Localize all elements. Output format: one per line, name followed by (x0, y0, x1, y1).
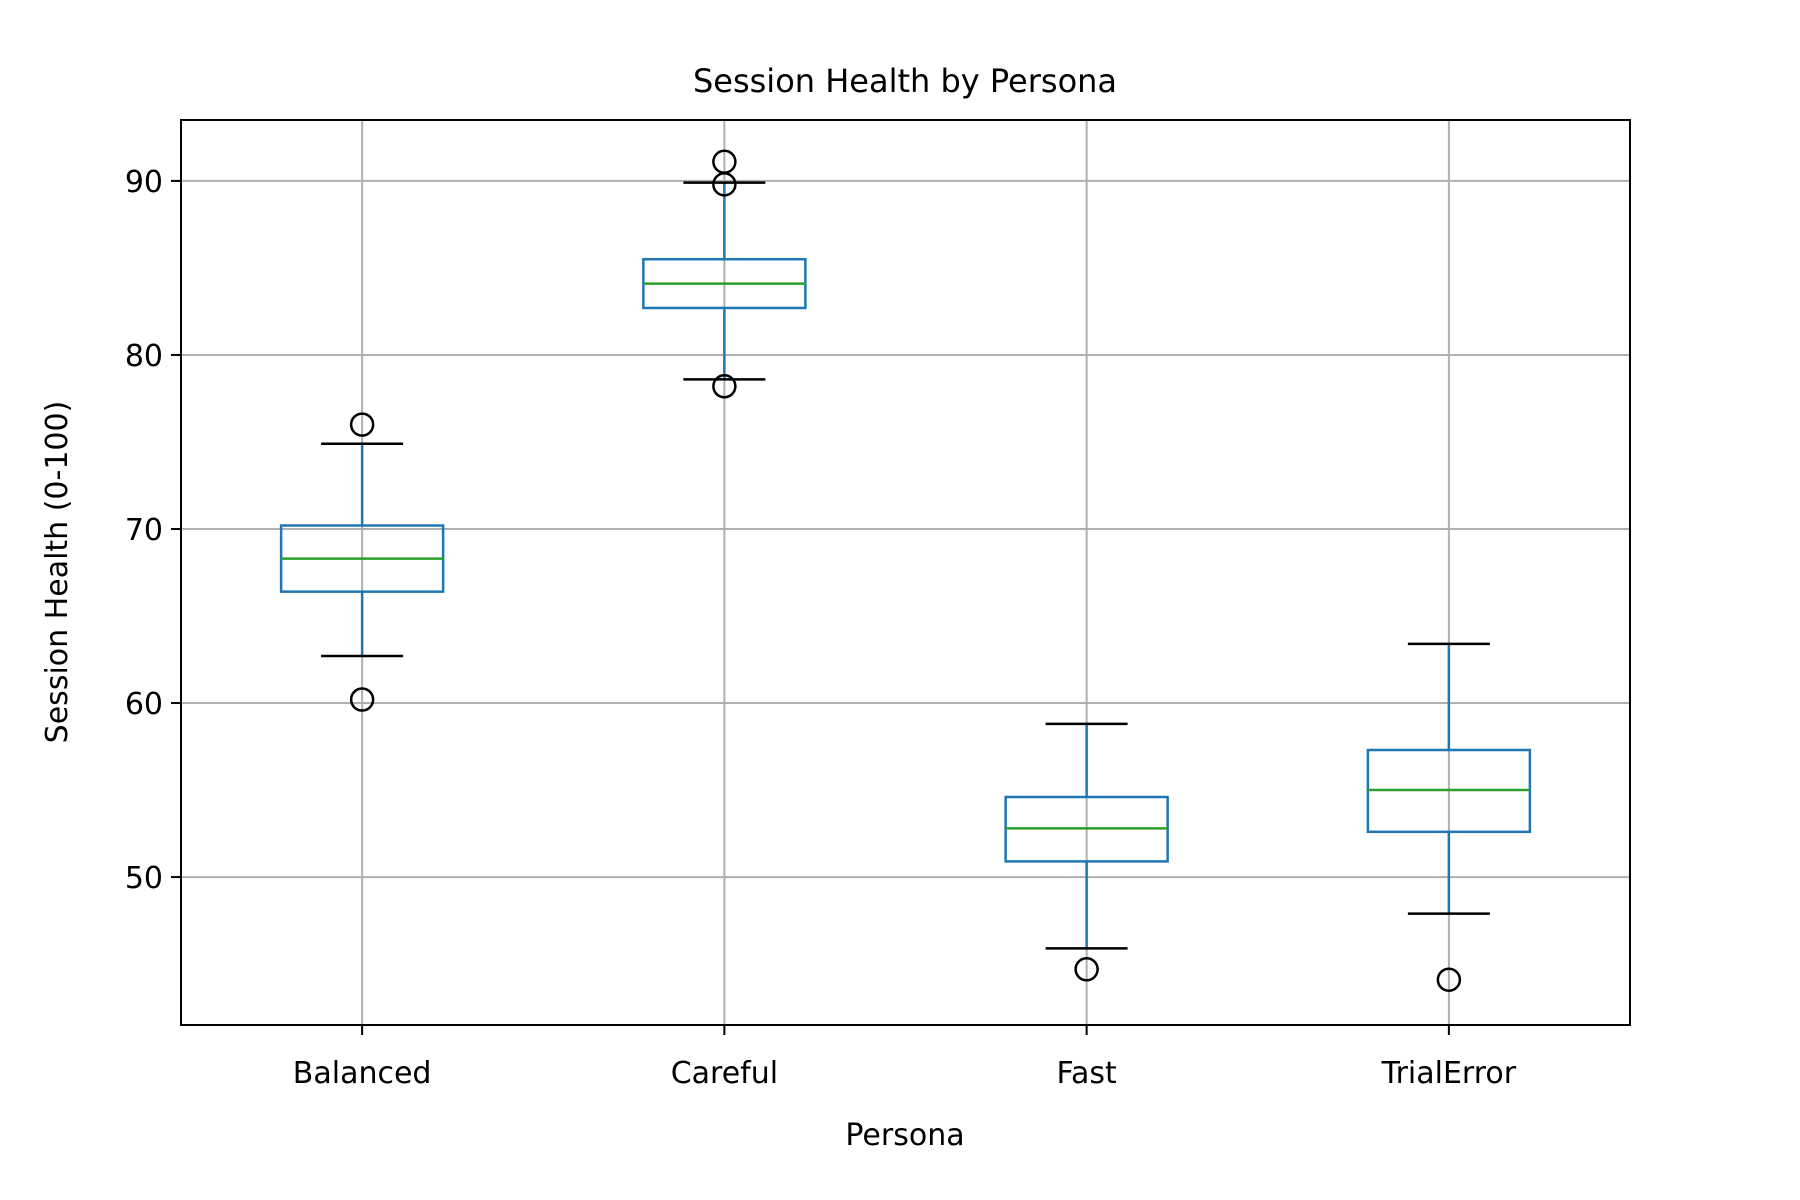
x-tick-label: TrialError (1381, 1056, 1517, 1091)
y-axis-label: Session Health (0-100) (40, 401, 75, 744)
grid-lines (181, 120, 1630, 1025)
x-tick-label: Careful (671, 1056, 778, 1091)
box-balanced (279, 412, 445, 712)
chart-title: Session Health by Persona (693, 62, 1117, 100)
y-tick-label: 60 (125, 687, 163, 722)
y-tick-label: 80 (125, 339, 163, 374)
plot-frame (180, 119, 1631, 1026)
box-trialerror (1366, 642, 1532, 992)
outlier-point (1436, 967, 1462, 992)
plot-area (279, 149, 1532, 992)
x-tick-label: Fast (1056, 1056, 1117, 1091)
outlier-point (1074, 957, 1099, 982)
y-tick-label: 50 (125, 861, 163, 896)
outlier-point (712, 172, 737, 197)
box-fast (1004, 722, 1169, 982)
x-axis-label: Persona (845, 1118, 964, 1153)
axes: 50 60 70 80 90 Balanced Careful Fast TrialError (125, 165, 1517, 1091)
y-tick-label: 70 (125, 513, 163, 548)
box-careful (642, 149, 807, 399)
outlier-point (349, 687, 375, 712)
outlier-point (712, 374, 737, 399)
y-tick-label: 90 (125, 165, 163, 200)
x-tick-label: Balanced (293, 1056, 432, 1091)
outlier-point (349, 412, 375, 437)
